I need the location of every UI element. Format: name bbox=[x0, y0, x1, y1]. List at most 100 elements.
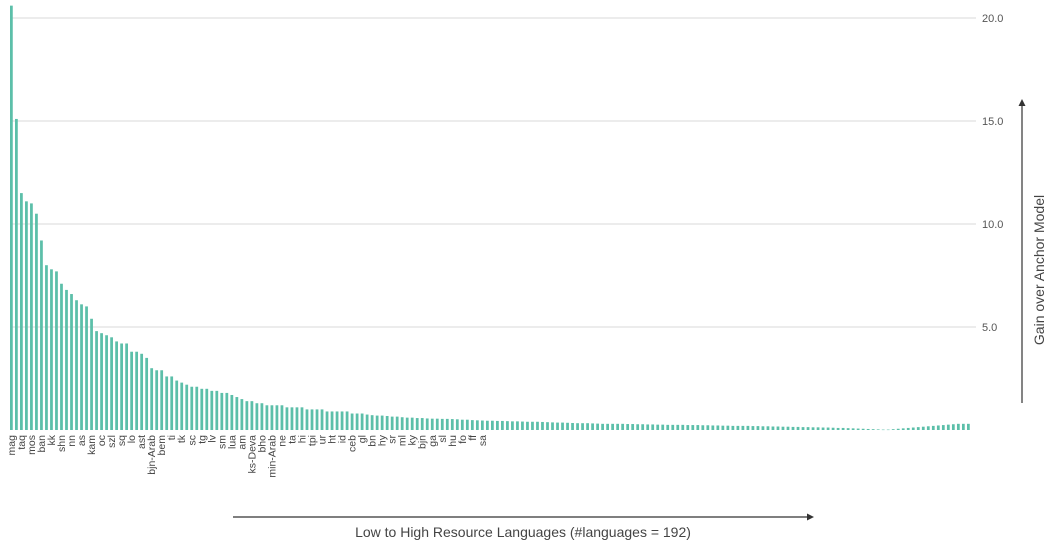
bar bbox=[85, 306, 88, 430]
x-tick-label: hu bbox=[447, 435, 459, 447]
bar bbox=[245, 401, 249, 430]
x-tick-label: mos bbox=[26, 435, 38, 455]
bar bbox=[395, 416, 399, 430]
x-tick-label: as bbox=[76, 435, 88, 446]
bar bbox=[521, 421, 524, 430]
bar bbox=[100, 333, 103, 430]
bar bbox=[235, 397, 239, 430]
bar bbox=[926, 426, 930, 430]
bar bbox=[806, 427, 810, 430]
bar bbox=[676, 424, 680, 430]
y-axis-arrowhead bbox=[1018, 99, 1026, 106]
x-tick-label: ur bbox=[317, 435, 329, 445]
bar bbox=[601, 423, 604, 430]
bar bbox=[901, 428, 905, 430]
bar bbox=[140, 353, 144, 430]
bar bbox=[606, 423, 609, 430]
bar bbox=[325, 411, 329, 430]
bar bbox=[736, 425, 740, 430]
bar bbox=[821, 427, 825, 430]
x-tick-label: bjn-Arab bbox=[146, 435, 158, 475]
bar bbox=[611, 423, 615, 430]
bar bbox=[480, 420, 484, 430]
bar bbox=[385, 415, 389, 430]
bar bbox=[15, 118, 18, 430]
bar bbox=[265, 405, 269, 430]
x-tick-label: ga bbox=[427, 435, 439, 447]
bar bbox=[205, 388, 209, 430]
bar bbox=[691, 425, 695, 430]
bar bbox=[771, 426, 775, 430]
y-gridlines bbox=[10, 17, 976, 328]
bar bbox=[355, 413, 359, 430]
bar bbox=[646, 424, 650, 430]
y-tick-label: 20.0 bbox=[982, 13, 1003, 25]
bar bbox=[801, 427, 805, 430]
bar bbox=[75, 300, 78, 430]
bar bbox=[616, 423, 620, 430]
bar bbox=[941, 425, 945, 430]
bar bbox=[35, 213, 38, 430]
bar bbox=[761, 426, 765, 430]
bar bbox=[556, 422, 559, 430]
bar bbox=[155, 370, 159, 430]
bar bbox=[420, 418, 424, 430]
bar bbox=[961, 423, 965, 430]
bar bbox=[320, 409, 324, 430]
bar bbox=[681, 424, 685, 430]
bar bbox=[250, 401, 254, 430]
x-tick-label: ti bbox=[166, 435, 178, 440]
bar bbox=[791, 426, 795, 430]
bar bbox=[175, 380, 179, 430]
bar bbox=[886, 429, 890, 431]
x-tick-label: bn bbox=[367, 435, 379, 447]
bar bbox=[380, 415, 384, 430]
bar bbox=[891, 429, 895, 430]
bar bbox=[716, 425, 720, 430]
bar bbox=[751, 426, 755, 430]
bar bbox=[290, 407, 294, 430]
x-tick-label: sl bbox=[437, 435, 449, 443]
bar bbox=[370, 415, 374, 430]
bar bbox=[841, 427, 845, 430]
bar bbox=[190, 386, 194, 430]
bar bbox=[210, 390, 214, 430]
bar bbox=[105, 335, 108, 430]
x-tick-label: id bbox=[337, 435, 349, 443]
bar bbox=[586, 423, 589, 430]
x-tick-label: ml bbox=[397, 435, 409, 446]
bar bbox=[440, 418, 444, 430]
bar bbox=[310, 409, 314, 430]
x-tick-label: mag bbox=[6, 435, 18, 456]
bar bbox=[711, 425, 715, 430]
bar bbox=[686, 425, 690, 430]
bar bbox=[906, 427, 910, 430]
bar bbox=[856, 428, 860, 430]
bar bbox=[115, 341, 118, 430]
x-tick-label: lo bbox=[126, 435, 138, 443]
bar bbox=[285, 407, 289, 430]
bar bbox=[561, 422, 564, 430]
x-tick-label: ky bbox=[407, 434, 419, 445]
bar bbox=[50, 269, 53, 430]
bar bbox=[741, 425, 745, 430]
bar bbox=[671, 424, 675, 430]
x-tick-label: sm bbox=[216, 435, 228, 449]
bar bbox=[721, 425, 725, 430]
bar bbox=[405, 417, 409, 430]
x-tick-label: ne bbox=[276, 435, 288, 447]
x-tick-label: bjn bbox=[417, 435, 429, 449]
bar bbox=[130, 351, 134, 430]
bar bbox=[185, 384, 189, 430]
bar bbox=[165, 376, 169, 430]
bar bbox=[921, 426, 925, 430]
bar bbox=[25, 201, 28, 430]
x-tick-label: bem bbox=[156, 435, 168, 456]
bar bbox=[390, 416, 394, 430]
bar bbox=[881, 429, 885, 431]
bar bbox=[511, 421, 514, 430]
bar bbox=[350, 413, 354, 430]
bar bbox=[706, 425, 710, 430]
bar bbox=[160, 370, 164, 430]
bar bbox=[936, 425, 940, 430]
